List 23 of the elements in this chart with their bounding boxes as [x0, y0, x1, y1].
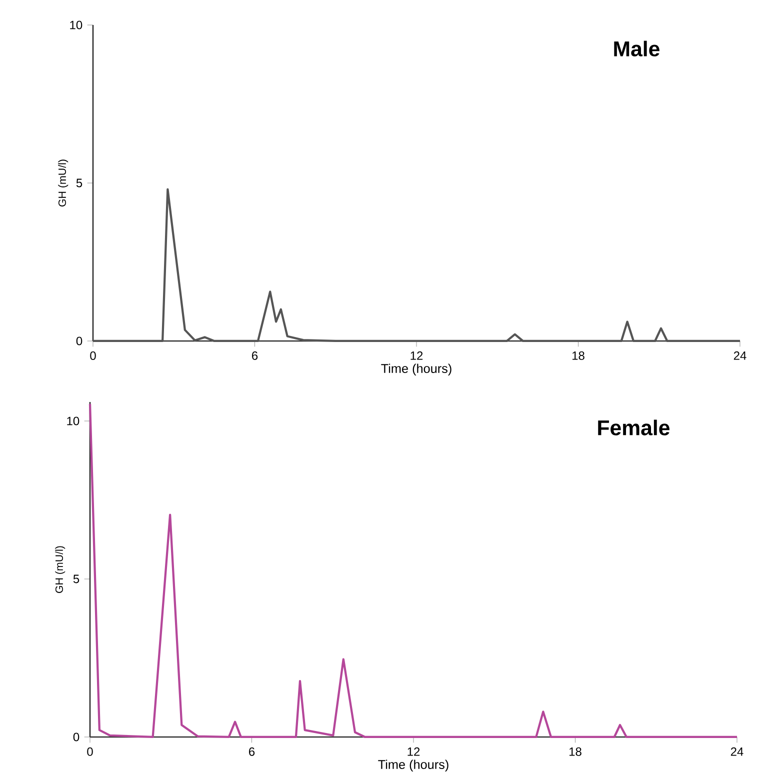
x-axis-title: Time (hours): [378, 760, 448, 772]
x-axis-title: Time (hours): [381, 364, 452, 376]
text: Female: [598, 420, 670, 436]
y-axis-title: GH (mU/l): [58, 160, 68, 206]
y-tick-label: 0: [73, 732, 80, 742]
x-tick-label: 24: [734, 351, 746, 360]
y-tick-label: 10: [70, 20, 82, 30]
y-tick-label: 5: [76, 178, 82, 188]
x-tick-label: 12: [408, 747, 420, 756]
x-tick-label: 6: [249, 747, 255, 756]
text: Male: [614, 40, 660, 56]
x-tick-label: 18: [569, 747, 582, 756]
x-tick-label: 0: [90, 351, 96, 360]
y-tick-label: 5: [73, 574, 80, 584]
x-tick-label: 6: [252, 351, 258, 360]
y-axis-title: GH (mU/l): [55, 546, 66, 593]
x-tick-label: 12: [410, 351, 423, 360]
line-series: [88, 402, 738, 738]
y-tick-label: 10: [67, 416, 80, 426]
x-tick-label: 0: [87, 747, 93, 756]
x-tick-label: 18: [572, 351, 584, 360]
y-tick-label: 0: [76, 336, 82, 346]
x-tick-label: 24: [730, 747, 744, 756]
